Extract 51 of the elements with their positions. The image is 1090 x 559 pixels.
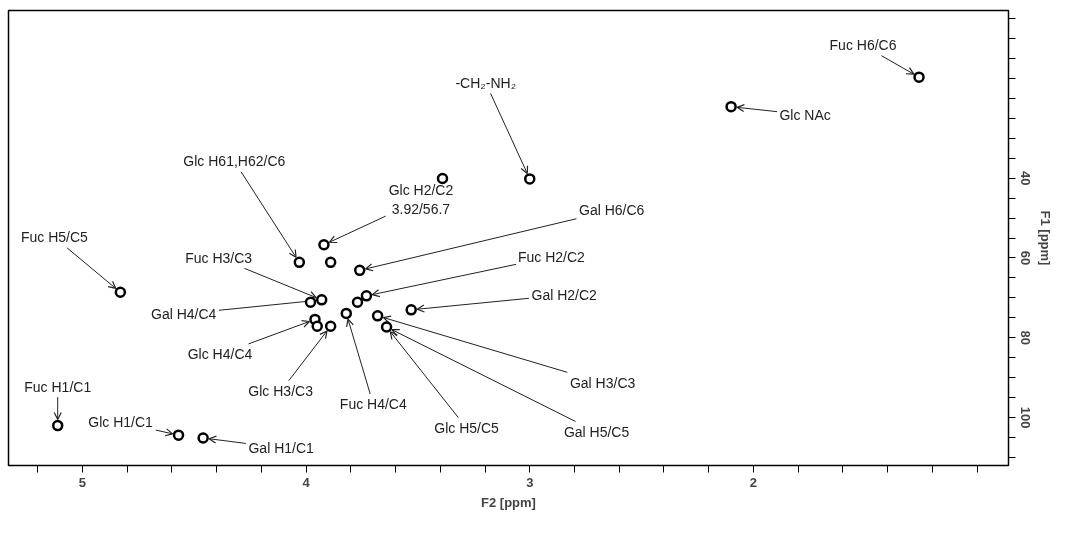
annotation: Glc NAc — [779, 106, 831, 123]
point — [324, 256, 337, 269]
annotation: Gal H3/C3 — [569, 374, 636, 391]
annotation: Fuc H3/C3 — [185, 249, 253, 266]
annotation: Fuc H2/C2 — [517, 248, 586, 265]
annotation: Fuc H4/C4 — [339, 396, 407, 413]
annotation: Gal H1/C1 — [248, 439, 315, 456]
annotation: Glc H2/C2 3.92/56.7 — [388, 182, 454, 218]
point — [114, 286, 127, 299]
point — [524, 173, 536, 185]
point — [197, 432, 209, 444]
annotation: Gal H5/C5 — [563, 424, 630, 440]
y-tick-label: 100 — [1017, 406, 1033, 429]
annotation: -CH₂-NH₂ — [455, 74, 517, 91]
annotation: Gal H6/C6 — [579, 202, 645, 219]
annotation: Fuc H5/C5 — [20, 229, 89, 246]
point — [340, 307, 353, 320]
x-tick-label: 5 — [78, 474, 86, 490]
point — [371, 310, 384, 322]
point — [380, 321, 393, 333]
y-tick-label: 80 — [1017, 330, 1033, 346]
annotation: Gal H2/C2 — [531, 286, 598, 303]
point — [913, 71, 925, 83]
x-tick-label: 2 — [749, 474, 758, 490]
annotation: Glc H61,H62/C6 — [183, 153, 286, 170]
y-tick-label: 60 — [1017, 250, 1033, 266]
point — [405, 304, 417, 316]
point — [293, 256, 306, 269]
point — [324, 320, 337, 332]
annotation: Fuc H1/C1 — [24, 378, 92, 395]
point — [360, 290, 373, 302]
annotation: Fuc H6/C6 — [829, 37, 897, 54]
point — [351, 296, 364, 308]
x-tick-label: 4 — [302, 474, 311, 490]
annotation: Gal H4/C4 — [151, 305, 217, 322]
point — [353, 264, 366, 277]
annotation: Glc H4/C4 — [187, 346, 253, 363]
y-axis-title: F1 [ppm] — [1037, 210, 1053, 266]
point — [311, 320, 323, 332]
annotation: Glc H3/C3 — [248, 383, 314, 400]
point — [315, 294, 328, 306]
point — [436, 172, 449, 185]
annotation: Glc H5/C5 — [434, 420, 500, 436]
y-tick-label: 40 — [1017, 170, 1033, 186]
x-axis-title: F2 [ppm] — [481, 494, 536, 510]
point — [318, 239, 330, 251]
point — [172, 429, 185, 441]
x-tick-label: 3 — [526, 474, 534, 490]
point — [51, 419, 64, 432]
annotation: Glc H1/C1 — [88, 414, 154, 431]
point — [725, 100, 737, 113]
